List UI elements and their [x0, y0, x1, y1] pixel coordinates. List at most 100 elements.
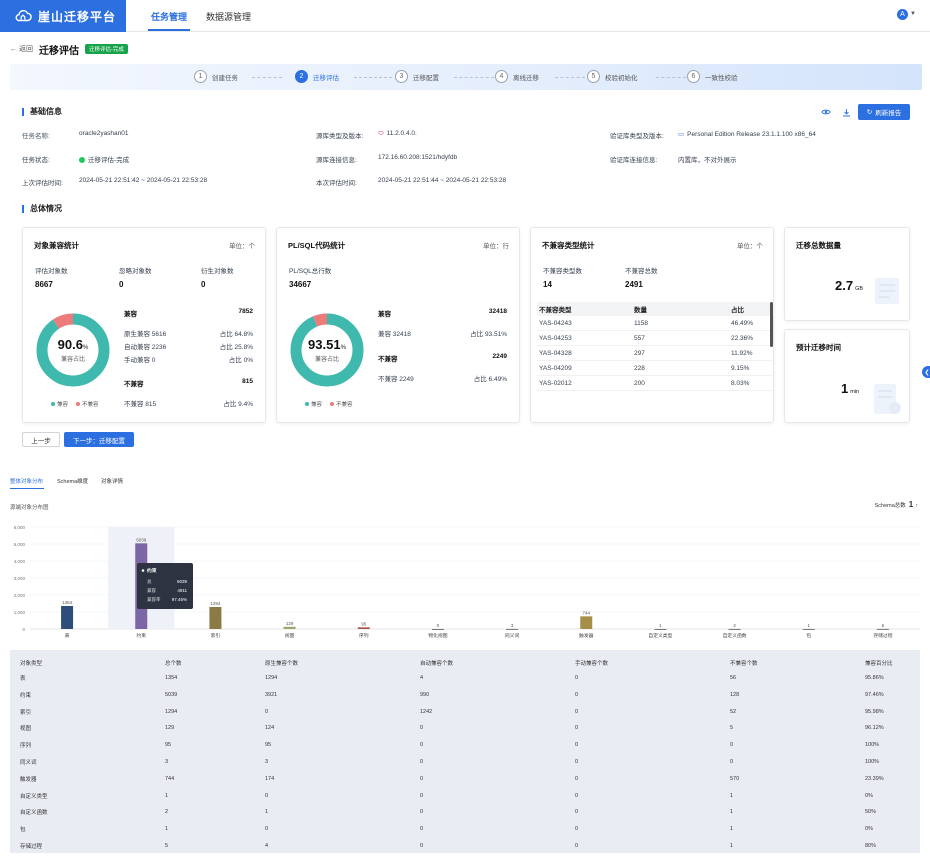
task-status-text: 迁移评估-完成: [88, 157, 130, 164]
step-2[interactable]: 2 迁移评估: [295, 70, 339, 83]
table-row[interactable]: 视图 129 124 0 0 5 96.12%: [10, 720, 920, 736]
incompat-table: 不兼容类型 数量 占比 YAS-04243 1158 46.49% YAS-0425…: [537, 302, 775, 391]
step-6[interactable]: 6 一致性校验: [687, 70, 738, 83]
cell: 80%: [865, 843, 877, 849]
object-distribution-chart: 6,0005,0004,0003,0002,0001,00001354表5039…: [14, 525, 920, 639]
y-tick-label: 2,000: [14, 593, 26, 598]
time-value: 1: [841, 381, 849, 396]
legend-label: 兼容: [311, 402, 323, 408]
y-tick-label: 4,000: [14, 559, 26, 564]
eye-icon[interactable]: [820, 106, 832, 118]
table-row[interactable]: YAS-04253 557 22.36%: [537, 331, 775, 346]
step-connector: [454, 77, 494, 78]
cell: 1158: [634, 319, 648, 327]
card-unit: 单位：个: [737, 243, 763, 250]
donut-incompat-arc: [36, 313, 110, 387]
step-label: 迁移配置: [413, 74, 439, 82]
table-row[interactable]: 触发器 744 174 0 0 570 23.39%: [10, 771, 920, 787]
table-row[interactable]: 包 1 0 0 0 1 0%: [10, 821, 920, 837]
x-tick-label: 索引: [211, 632, 221, 639]
cell: 3: [265, 759, 269, 765]
tooltip-value: 5039: [177, 579, 188, 584]
src-conn-label: 源库连接信息:: [316, 157, 357, 164]
compat-donut: [36, 313, 110, 387]
table-row[interactable]: 索引 1294 0 1242 0 52 95.98%: [10, 704, 920, 720]
side-expand-icon[interactable]: ❮: [922, 366, 930, 378]
cell: 5: [730, 725, 734, 732]
plsql-card: PL/SQL代码统计 单位：行 PL/SQL总行数 34667 93.51% 兼…: [276, 227, 520, 423]
table-row[interactable]: 自定义类型 1 0 0 0 1 0%: [10, 788, 920, 804]
donut-center: 93.51% 兼容占比: [289, 337, 365, 363]
table-row[interactable]: 表 1354 1294 4 0 56 95.86%: [10, 670, 920, 686]
cell: 11.92%: [731, 349, 753, 357]
bar: [728, 628, 741, 630]
bar-value-label: 5: [882, 623, 885, 628]
bar: [357, 627, 370, 629]
download-icon[interactable]: [840, 106, 852, 118]
table-row[interactable]: YAS-04243 1158 46.49%: [537, 316, 775, 331]
arrow-left-icon: ←: [10, 45, 17, 53]
step-label: 一致性校验: [705, 74, 738, 82]
col-header: 数量: [634, 307, 647, 314]
brand[interactable]: 崖山迁移平台: [0, 0, 126, 32]
cell: 95: [265, 742, 272, 749]
step-3[interactable]: 3 迁移配置: [395, 70, 439, 83]
basic-info-title: 基础信息: [22, 108, 62, 116]
table-row[interactable]: 存储过程 5 4 0 0 1 80%: [10, 838, 920, 854]
table-row[interactable]: YAS-02012 200 8.03%: [537, 376, 775, 391]
nav-datasource-management[interactable]: 数据源管理: [206, 12, 252, 22]
tab-object-detail[interactable]: 对象详情: [101, 479, 124, 485]
refresh-report-button[interactable]: ↻ 刷新报告: [858, 104, 910, 120]
donut-center: 90.6% 兼容占比: [35, 337, 111, 363]
donut-incompat-arc: [290, 313, 364, 387]
step-label: 迁移评估: [313, 74, 339, 82]
document-illustration-icon: [874, 384, 901, 414]
schema-count: Schema总数 1 ↑: [875, 500, 918, 509]
table-scrollbar[interactable]: [770, 302, 773, 347]
table-row[interactable]: 约束 5039 3921 990 0 128 97.46%: [10, 687, 920, 703]
tab-active-indicator: [10, 488, 44, 489]
data-volume-card: 迁移总数据量 2.7 GB: [784, 227, 910, 321]
incompat-detail: 不兼容 815: [124, 401, 157, 408]
bar: [876, 628, 889, 630]
tab-schema-dimension[interactable]: Schema维度: [57, 479, 89, 485]
cell: 0: [265, 792, 269, 799]
migration-time-card: 预计迁移时间 1 min: [784, 329, 910, 423]
donut-legend: 兼容 不兼容: [305, 400, 353, 408]
step-connector: [656, 77, 686, 78]
overview-title: 总体情况: [22, 205, 62, 213]
step-connector: [555, 77, 585, 78]
step-label: 创建任务: [212, 74, 238, 82]
step-connector: [252, 77, 282, 78]
manual-compat: 手动兼容 0: [124, 357, 156, 364]
step-5[interactable]: 5 校验初始化: [587, 70, 638, 83]
cell: 0: [575, 775, 579, 782]
table-row[interactable]: 自定义函数 2 1 0 0 1 50%: [10, 804, 920, 820]
nav-task-management[interactable]: 任务管理: [151, 12, 188, 22]
cell: 4: [265, 843, 269, 849]
step-1[interactable]: 1 创建任务: [194, 70, 238, 83]
next-step-button[interactable]: 下一步：迁移配置: [64, 432, 134, 447]
y-tick-label: 5,000: [14, 542, 26, 547]
back-link[interactable]: ← 返回: [10, 44, 33, 54]
card-unit: 单位：行: [483, 243, 509, 250]
bar: [506, 628, 519, 630]
col-header: 占比: [731, 307, 744, 314]
user-avatar[interactable]: A: [897, 9, 908, 20]
table-row[interactable]: YAS-04209 228 9.15%: [537, 361, 775, 376]
data-volume-illustration-icon: [875, 278, 899, 304]
step-4[interactable]: 4 离线迁移: [495, 70, 539, 83]
table-row[interactable]: 同义词 3 3 0 0 0 100%: [10, 754, 920, 770]
cell: 8.03%: [731, 379, 750, 387]
prev-step-button[interactable]: 上一步: [22, 432, 60, 447]
incompat-detail: 不兼容 2249: [378, 376, 414, 383]
incompat-value: 815: [242, 378, 253, 385]
tab-overall-distribution[interactable]: 整体对象分布: [10, 479, 44, 485]
chevron-down-icon[interactable]: ▼: [910, 11, 916, 17]
cell: 1: [730, 826, 734, 833]
table-row[interactable]: YAS-04328 297 11.92%: [537, 346, 775, 361]
bar-value-label: 744: [582, 610, 590, 615]
table-row[interactable]: 序列 95 95 0 0 0 100%: [10, 737, 920, 753]
src-type-text: 11.2.0.4.0.: [386, 130, 417, 137]
col-header: 总个数: [165, 661, 182, 667]
